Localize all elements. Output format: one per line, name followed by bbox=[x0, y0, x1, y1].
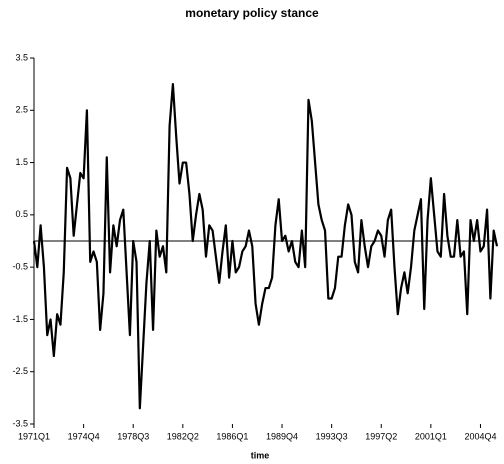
x-tick-label: 2001Q1 bbox=[415, 431, 447, 441]
y-tick-label: 2.5 bbox=[15, 105, 28, 115]
x-tick-label: 1978Q3 bbox=[117, 431, 149, 441]
x-tick-label: 1982Q2 bbox=[167, 431, 199, 441]
series-line bbox=[32, 83, 499, 410]
x-axis-label: time bbox=[251, 450, 270, 460]
x-tick-label: 1997Q2 bbox=[365, 431, 397, 441]
y-tick-label: -0.5 bbox=[12, 262, 28, 272]
chart-title: monetary policy stance bbox=[185, 6, 319, 20]
x-tick-label: 1974Q4 bbox=[68, 431, 100, 441]
x-tick-label: 2004Q4 bbox=[464, 431, 496, 441]
x-tick-label: 1986Q1 bbox=[216, 431, 248, 441]
y-tick-label: 1.5 bbox=[15, 157, 28, 167]
y-tick-label: -2.5 bbox=[12, 366, 28, 376]
x-tick-label: 1989Q4 bbox=[266, 431, 298, 441]
y-tick-label: -1.5 bbox=[12, 314, 28, 324]
x-tick-label: 1993Q3 bbox=[316, 431, 348, 441]
y-tick-label: 0.5 bbox=[15, 209, 28, 219]
x-tick-label: 1971Q1 bbox=[18, 431, 50, 441]
y-tick-label: -3.5 bbox=[12, 418, 28, 428]
y-tick-label: 3.5 bbox=[15, 52, 28, 62]
